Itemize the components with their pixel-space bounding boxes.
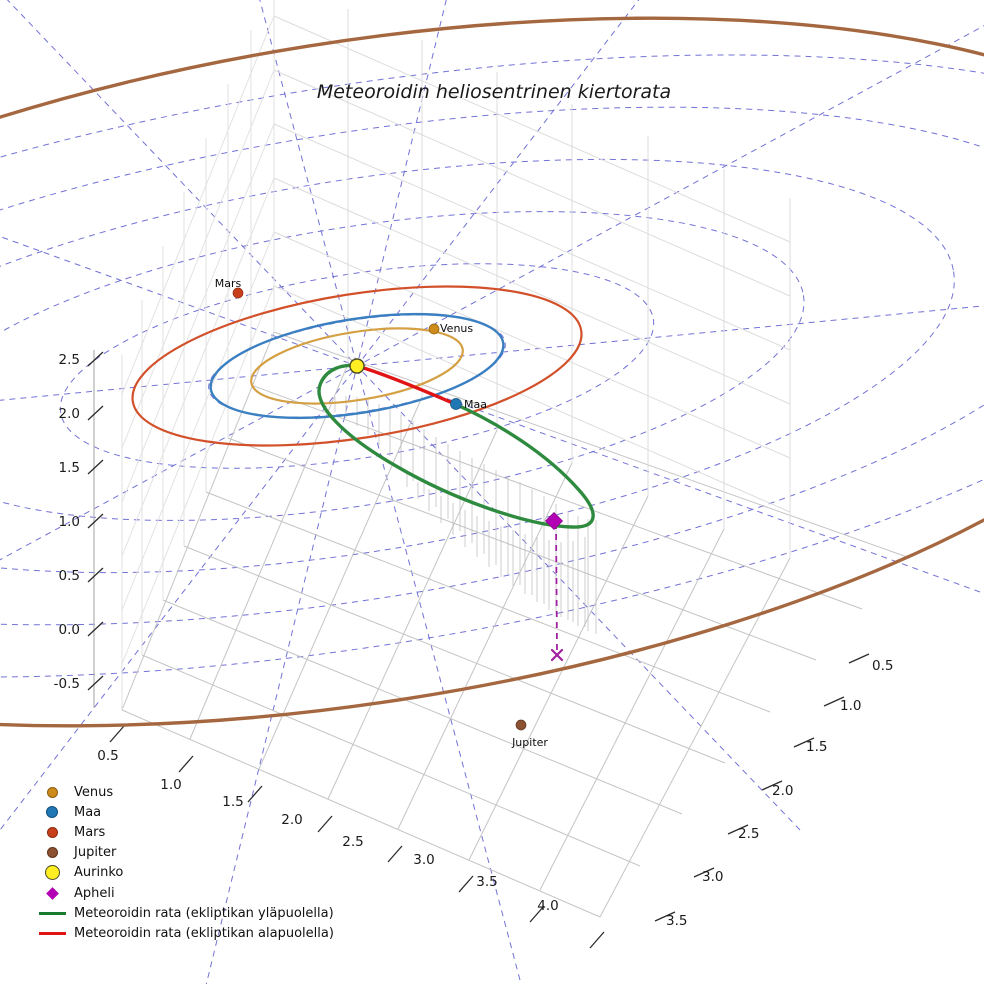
jupiter-marker — [515, 719, 527, 731]
z-tick-label: 0.5 — [59, 568, 80, 584]
legend-item-mars: Mars — [30, 822, 360, 842]
mars-dot-icon — [30, 822, 74, 842]
z-tick-label: 1.5 — [59, 460, 80, 476]
axes-wall-right — [121, 0, 275, 710]
red-line-icon — [30, 923, 74, 943]
z-tick-label: 0.0 — [59, 622, 80, 638]
x-tick-label: 1.0 — [160, 777, 181, 793]
sun-marker — [349, 358, 365, 374]
legend: Venus Maa Mars Jupiter Aurinko Apheli — [30, 782, 360, 944]
x-tick-label: 3.0 — [413, 852, 434, 868]
venus-label: Venus — [440, 322, 473, 335]
x-tick-label: 4.0 — [537, 898, 558, 914]
earth-orbit — [209, 312, 505, 420]
x-tick-label: 3.5 — [476, 874, 497, 890]
z-tick-labels: -0.5 0.0 0.5 1.0 1.5 2.0 2.5 — [54, 352, 80, 692]
z-tick-label: -0.5 — [54, 676, 80, 692]
venus-dot-icon — [30, 782, 74, 802]
venus-orbit — [250, 327, 464, 405]
x-tick-labels: 0.5 1.0 1.5 2.0 2.5 3.0 3.5 4.0 — [97, 748, 558, 914]
sun-dot-icon — [30, 863, 74, 883]
legend-item-aurinko: Aurinko — [30, 863, 360, 883]
legend-label: Meteoroidin rata (ekliptikan yläpuolella… — [74, 905, 334, 921]
legend-label: Meteoroidin rata (ekliptikan alapuolella… — [74, 925, 334, 941]
legend-label: Maa — [74, 804, 102, 820]
y-tick-labels: 0.5 1.0 1.5 2.0 2.5 3.0 3.5 — [666, 658, 893, 929]
legend-item-apheli: Apheli — [30, 883, 360, 903]
x-tick-label: 0.5 — [97, 748, 118, 764]
legend-item-venus: Venus — [30, 782, 360, 802]
orbit-dropline-stems — [334, 396, 597, 634]
x-tick-label: 2.5 — [342, 834, 363, 850]
page-title: Meteoroidin heliosentrinen kiertorata — [317, 81, 671, 103]
mars-marker — [232, 287, 244, 299]
y-tick-label: 1.0 — [840, 698, 861, 714]
y-tick-label: 3.5 — [666, 913, 687, 929]
legend-label: Aurinko — [74, 865, 124, 881]
y-tick-label: 1.5 — [806, 739, 827, 755]
y-tick-label: 2.5 — [738, 826, 759, 842]
legend-item-maa: Maa — [30, 802, 360, 822]
legend-item-track-above: Meteoroidin rata (ekliptikan yläpuolella… — [30, 903, 360, 923]
mars-orbit — [131, 285, 583, 447]
aphelion-projection-marker — [550, 648, 564, 662]
meteoroid-track-above-ecliptic — [317, 363, 595, 529]
venus-marker — [428, 323, 440, 335]
legend-label: Jupiter — [74, 845, 117, 861]
z-tick-label: 2.5 — [59, 352, 80, 368]
legend-item-track-below: Meteoroidin rata (ekliptikan alapuolella… — [30, 923, 360, 943]
legend-label: Apheli — [74, 885, 115, 901]
x-axis-ticks — [109, 725, 605, 949]
z-axis-ticks — [87, 351, 104, 691]
jupiter-label: Jupiter — [511, 736, 548, 749]
legend-label: Venus — [74, 784, 114, 800]
y-tick-label: 0.5 — [872, 658, 893, 674]
jupiter-dot-icon — [30, 843, 74, 863]
x-tick-label: 1.5 — [222, 794, 243, 810]
axes-box-grid — [121, 331, 911, 918]
y-tick-label: 2.0 — [772, 783, 793, 799]
x-tick-label: 2.0 — [281, 812, 302, 828]
green-line-icon — [30, 903, 74, 923]
aphelion-marker — [544, 511, 564, 531]
legend-item-jupiter: Jupiter — [30, 843, 360, 863]
aphelion-diamond-icon — [30, 883, 74, 903]
earth-label: Maa — [464, 398, 487, 411]
mars-label: Mars — [215, 277, 242, 290]
z-tick-label: 1.0 — [59, 514, 80, 530]
legend-label: Mars — [74, 824, 106, 840]
y-tick-label: 3.0 — [702, 869, 723, 885]
meteoroid-track-below-ecliptic — [355, 364, 457, 406]
z-tick-label: 2.0 — [59, 406, 80, 422]
axes-wall-left — [273, 0, 791, 558]
y-axis-ticks — [654, 653, 870, 922]
jupiter-orbit — [0, 16, 984, 728]
earth-marker — [450, 398, 462, 410]
earth-dot-icon — [30, 802, 74, 822]
